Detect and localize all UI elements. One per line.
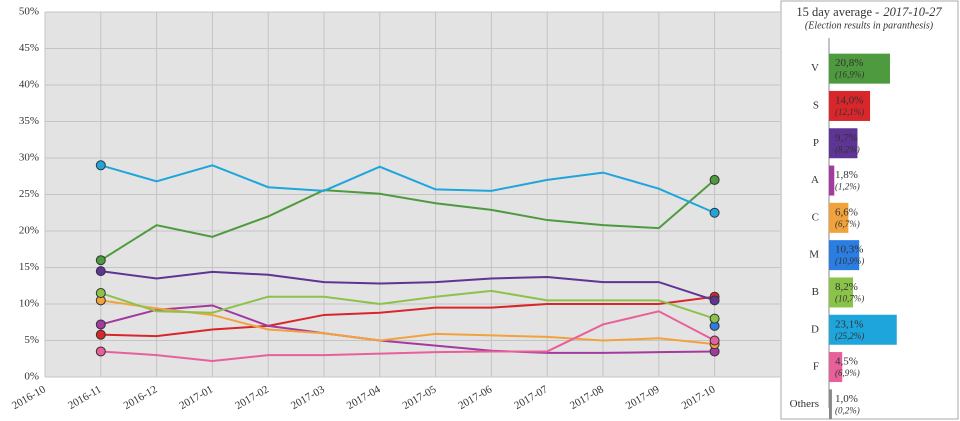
- category-label: M: [809, 249, 819, 261]
- bar: [829, 314, 897, 345]
- election-label: (10,7%): [835, 294, 864, 304]
- y-tick-label: 25%: [19, 188, 39, 200]
- value-label: 1,8%: [835, 169, 858, 181]
- x-tick-label: 2016-11: [66, 383, 103, 412]
- value-label: 4,5%: [835, 356, 858, 368]
- bar: [829, 128, 858, 159]
- series-line: [100, 270, 715, 302]
- bar: [829, 240, 860, 271]
- election-label: (16,9%): [835, 70, 864, 80]
- category-label: B: [812, 286, 819, 298]
- series-line: [100, 179, 716, 262]
- x-tick-label: 2017-03: [289, 383, 327, 412]
- bar: [829, 352, 843, 383]
- category-label: A: [811, 174, 819, 186]
- x-tick-label: 2017-01: [177, 383, 215, 412]
- series-line: [100, 310, 716, 362]
- y-tick-label: 45%: [19, 42, 39, 54]
- bar: [829, 53, 891, 84]
- value-label: 6,6%: [835, 206, 858, 218]
- value-label: 23,1%: [835, 318, 863, 330]
- election-label: (10,9%): [835, 256, 864, 266]
- series-end-dot: [95, 319, 106, 330]
- y-tick-label: 20%: [19, 225, 39, 237]
- series-end-dot: [95, 160, 106, 171]
- x-tick-label: 2017-04: [345, 383, 383, 412]
- election-label: (8,2%): [835, 144, 860, 154]
- category-label: P: [813, 137, 819, 149]
- x-tick-label: 2016-12: [122, 383, 160, 412]
- y-tick-label: 10%: [19, 298, 39, 310]
- bar: [829, 202, 849, 233]
- y-tick-label: 15%: [19, 261, 39, 273]
- panel-subtitle: (Election results in paranthesis): [805, 20, 934, 31]
- election-label: (25,2%): [835, 331, 864, 341]
- election-label: (6,7%): [835, 219, 860, 229]
- bar: [829, 165, 835, 196]
- x-tick-label: 2017-09: [624, 383, 662, 412]
- value-label: 9,7%: [835, 132, 858, 144]
- series-end-dot: [95, 288, 106, 299]
- series-line: [100, 295, 715, 338]
- value-label: 14,0%: [835, 94, 863, 106]
- election-label: (0,2%): [835, 405, 860, 415]
- category-label: C: [812, 211, 819, 223]
- y-tick-label: 0%: [24, 371, 39, 383]
- series-line: [100, 289, 715, 320]
- title-prefix: 15 day average -: [796, 5, 879, 19]
- category-label: D: [811, 323, 819, 335]
- series-end-dot: [709, 174, 720, 185]
- category-label: Others: [790, 398, 819, 410]
- x-tick-label: 2017-10: [680, 383, 718, 412]
- series-end-dot: [95, 329, 106, 340]
- title-date: 2017-10-27: [883, 5, 942, 19]
- series-end-dot: [709, 313, 720, 324]
- series-end-dot: [709, 295, 720, 306]
- x-tick-label: 2017-08: [568, 383, 606, 412]
- panel-title: 15 day average - 2017-10-27: [796, 5, 942, 19]
- election-label: (1,2%): [835, 182, 860, 192]
- election-label: (12,1%): [835, 107, 864, 117]
- category-label: F: [813, 361, 819, 373]
- y-tick-label: 35%: [19, 115, 39, 127]
- bar: [829, 277, 854, 308]
- value-label: 10,3%: [835, 244, 863, 256]
- value-label: 20,8%: [835, 57, 863, 69]
- series-line: [100, 299, 715, 346]
- x-tick-label: 2017-07: [512, 383, 550, 412]
- y-tick-label: 30%: [19, 152, 39, 164]
- x-tick-label: 2017-02: [233, 383, 271, 412]
- series-end-dot: [709, 207, 720, 218]
- category-label: S: [813, 99, 819, 111]
- y-tick-label: 5%: [24, 334, 39, 346]
- series-end-dot: [709, 335, 720, 346]
- value-label: 8,2%: [835, 281, 858, 293]
- x-tick-label: 2017-06: [456, 383, 494, 412]
- bar: [829, 90, 871, 121]
- y-tick-label: 40%: [19, 79, 39, 91]
- value-label: 1,0%: [835, 393, 858, 405]
- series-line: [100, 164, 715, 214]
- y-tick-label: 50%: [19, 6, 39, 18]
- x-tick-label: 2016-10: [10, 383, 48, 412]
- series-end-dot: [95, 266, 106, 277]
- series-line: [100, 304, 715, 354]
- bar: [829, 389, 832, 420]
- category-label: V: [811, 62, 819, 74]
- series-end-dot: [95, 255, 106, 266]
- series-end-dot: [95, 346, 106, 357]
- election-label: (6,9%): [835, 368, 860, 378]
- x-tick-label: 2017-05: [401, 383, 439, 412]
